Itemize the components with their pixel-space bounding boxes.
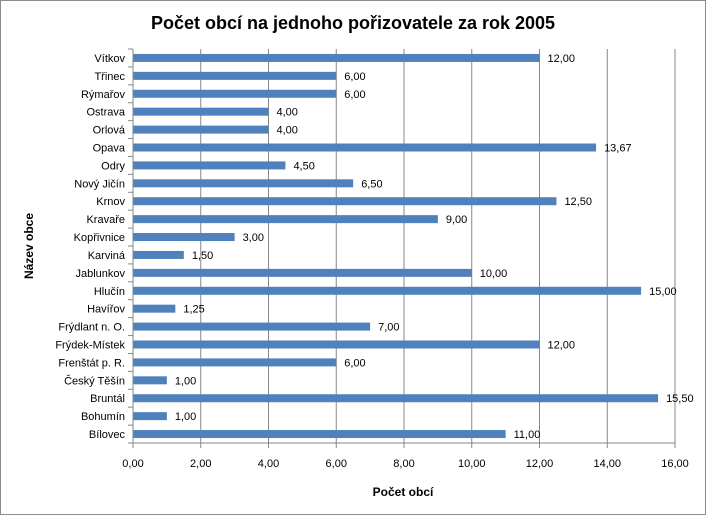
category-label: Jablunkov [75,268,125,280]
data-label: 9,00 [446,214,467,226]
category-label: Český Těšín [64,374,125,387]
bar [133,340,540,349]
bar [133,376,167,385]
y-axis-title: Název obce [22,213,36,279]
data-label: 4,00 [277,125,298,137]
category-label: Kopřivnice [74,232,125,244]
data-label: 6,50 [361,178,382,190]
chart-title: Počet obcí na jednoho pořizovatele za ro… [151,13,555,33]
x-tick-label: 12,00 [526,458,554,470]
data-label: 3,00 [243,232,264,244]
bar [133,233,235,242]
x-tick-label: 0,00 [122,458,143,470]
data-label: 4,00 [277,107,298,119]
bar [133,89,337,98]
x-tick-label: 14,00 [593,458,621,470]
bar [133,107,269,116]
category-label: Bruntál [90,393,125,405]
bar [133,53,540,62]
data-label: 4,50 [293,160,314,172]
category-label: Frýdlant n. O. [58,322,125,334]
category-label: Bílovec [89,429,126,441]
x-tick-label: 8,00 [393,458,414,470]
category-label: Orlová [93,125,126,137]
category-label: Frýdek-Místek [55,340,125,352]
data-label: 6,00 [344,357,365,369]
bar [133,286,642,295]
bar [133,125,269,134]
category-label: Havířov [87,304,125,316]
category-label: Krnov [96,196,125,208]
data-label: 1,50 [192,250,213,262]
category-label: Rýmařov [81,89,126,101]
x-tick-label: 2,00 [190,458,211,470]
bar [133,412,167,421]
data-label: 6,00 [344,89,365,101]
data-label: 15,00 [649,286,677,298]
category-label: Hlučín [94,286,125,298]
x-tick-label: 4,00 [258,458,279,470]
bar [133,250,184,259]
category-label: Opava [93,143,126,155]
bar [133,322,371,331]
category-label: Nový Jičín [74,178,125,190]
data-label: 1,00 [175,375,196,387]
data-label: 12,50 [564,196,592,208]
data-label: 11,00 [514,429,541,441]
data-label: 15,50 [666,393,694,405]
bar [133,394,659,403]
category-label: Vítkov [94,53,125,65]
data-label: 12,00 [548,340,576,352]
bar [133,215,438,224]
bar [133,304,176,313]
bar [133,358,337,367]
axes [128,48,676,448]
bar [133,268,472,277]
bar [133,197,557,206]
bar [133,161,286,170]
bar [133,71,337,80]
x-tick-label: 6,00 [326,458,347,470]
category-label: Třinec [94,71,125,83]
x-tick-label: 16,00 [661,458,689,470]
category-label: Ostrava [86,107,125,119]
bar [133,179,354,188]
data-label: 1,25 [183,304,204,316]
category-label: Odry [101,160,125,172]
x-tick-label: 10,00 [458,458,486,470]
category-label: Bohumín [81,411,125,423]
bars [133,53,659,439]
data-label: 12,00 [548,53,576,65]
grid-lines [200,49,676,443]
data-label: 7,00 [378,322,399,334]
data-label: 6,00 [344,71,365,83]
labels: 0,00 2,00 4,00 6,00 8,00 10,00 12,00 14,00 16,00… [55,53,693,470]
data-label: 1,00 [175,411,196,423]
data-label: 10,00 [480,268,508,280]
x-axis-title: Počet obcí [373,485,434,499]
category-label: Frenštát p. R. [58,357,125,369]
data-label: 13,67 [604,143,632,155]
category-label: Karviná [88,250,126,262]
bar [133,430,506,439]
bar [133,143,597,152]
category-label: Kravaře [86,214,125,226]
